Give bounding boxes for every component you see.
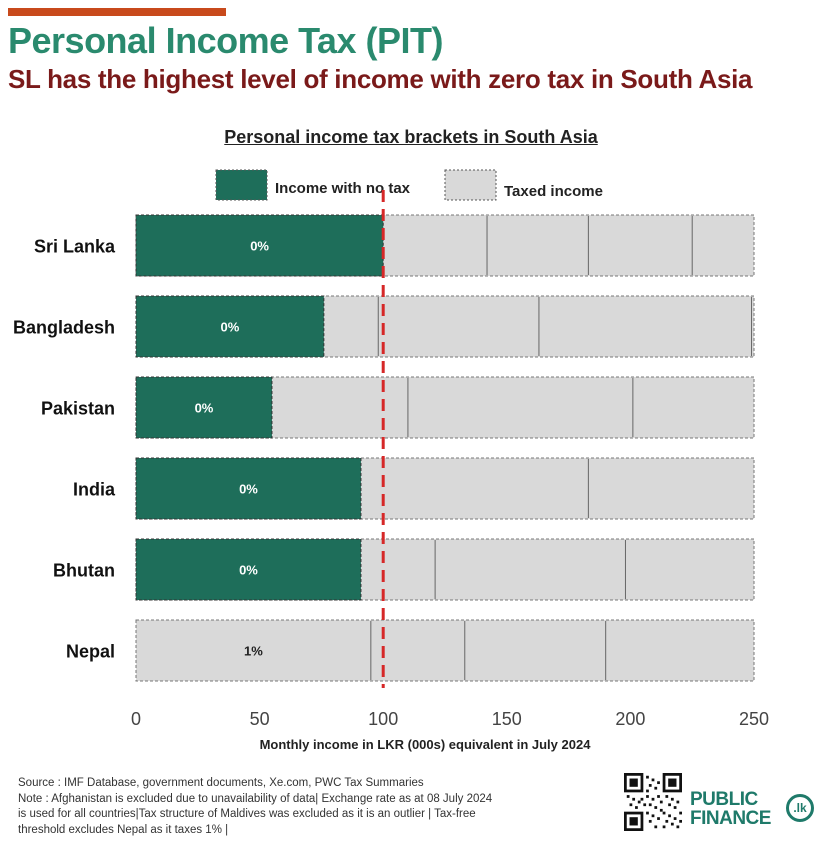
note-line-3: threshold excludes Nepal as it taxes 1% …	[18, 823, 229, 836]
country-label-pakistan: Pakistan	[41, 399, 115, 419]
logo-badge-lk: .lk	[786, 794, 814, 822]
x-tick-100: 100	[368, 709, 398, 729]
bar-label-sri-lanka: 0%	[250, 239, 269, 254]
tax-bracket-chart: Income with no tax Taxed income Sri Lanka 0…	[13, 169, 769, 752]
note-line-2: is used for all countries|Tax structure …	[18, 808, 476, 820]
bar-label-bhutan: 0%	[239, 563, 258, 578]
legend-label-taxed: Taxed income	[504, 183, 603, 200]
footnotes: Source : IMF Database, government docume…	[18, 776, 618, 838]
page-subtitle: SL has the highest level of income with …	[8, 64, 753, 94]
bar-no-tax-bhutan	[135, 538, 362, 601]
bar-label-pakistan: 0%	[195, 401, 214, 416]
country-label-bangladesh: Bangladesh	[13, 318, 115, 338]
bar-no-tax-india	[135, 457, 362, 520]
legend-swatch-taxed	[444, 169, 497, 201]
bar-no-tax-pakistan	[135, 376, 273, 439]
x-tick-50: 50	[250, 709, 270, 729]
bar-no-tax-sri-lanka	[135, 214, 384, 277]
source-note: Source : IMF Database, government docume…	[18, 777, 424, 789]
country-label-india: India	[73, 480, 116, 500]
x-axis-title: Monthly income in LKR (000s) equivalent …	[260, 737, 592, 752]
public-finance-logo: PUBLIC FINANCE .lk	[690, 787, 815, 833]
bar-no-tax-bangladesh	[135, 295, 325, 358]
bar-label-bangladesh: 0%	[221, 320, 240, 335]
bar-taxed-nepal	[135, 619, 755, 682]
x-tick-0: 0	[131, 709, 141, 729]
bar-label-nepal: 1%	[244, 644, 263, 659]
note-line-1: Note : Afghanistan is excluded due to un…	[18, 792, 493, 805]
country-label-sri-lanka: Sri Lanka	[34, 237, 116, 257]
country-label-nepal: Nepal	[66, 642, 115, 662]
x-tick-250: 250	[739, 709, 769, 729]
bar-label-india: 0%	[239, 482, 258, 497]
x-tick-150: 150	[492, 709, 522, 729]
x-tick-200: 200	[615, 709, 645, 729]
page-title: Personal Income Tax (PIT)	[8, 20, 443, 61]
logo-text-finance: FINANCE	[690, 808, 771, 829]
legend-swatch-no-tax	[215, 169, 268, 201]
logo-text-public: PUBLIC	[690, 789, 758, 810]
header-accent-bar	[8, 8, 226, 16]
country-label-bhutan: Bhutan	[53, 561, 115, 581]
qr-code-icon	[624, 773, 682, 831]
chart-title: Personal income tax brackets in South As…	[224, 127, 598, 147]
legend-label-no-tax: Income with no tax	[275, 180, 411, 197]
